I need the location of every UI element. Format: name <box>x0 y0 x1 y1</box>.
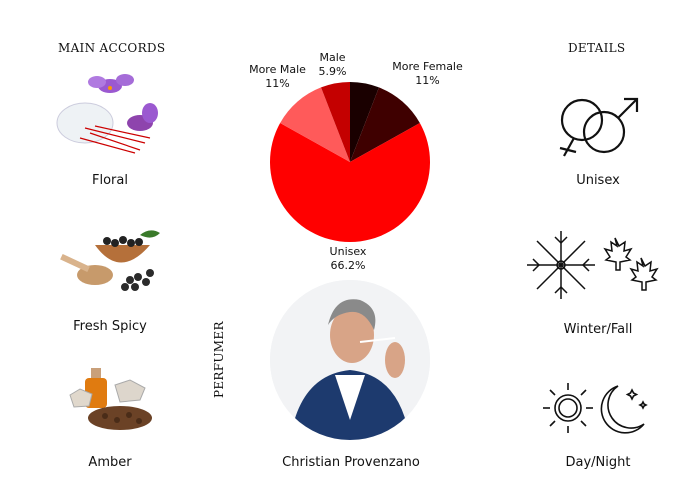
pie-label-unisex: Unisex 66.2% <box>329 245 367 272</box>
perfumer-photo <box>270 280 430 440</box>
accord-amber: Amber <box>88 455 132 470</box>
main-accords-heading: MAIN ACCORDS <box>58 41 166 55</box>
pie-label-more-female: More Female 11% <box>392 60 463 87</box>
saffron-flower-image <box>55 68 165 158</box>
pie-slice-more-female <box>350 87 420 162</box>
detail-winter-fall: Winter/Fall <box>563 322 633 337</box>
perfumer-heading: PERFUMER <box>212 321 226 398</box>
pie-slice-more-male <box>280 87 350 162</box>
pie-slice-unisex <box>270 123 430 242</box>
pie-slice-male <box>321 82 350 162</box>
pie-label-male: Male 5.9% <box>318 51 347 78</box>
detail-unisex: Unisex <box>576 173 620 188</box>
snowflake-maple-leaf-icon <box>523 228 668 306</box>
details-heading: DETAILS <box>568 41 626 55</box>
accord-floral: Floral <box>92 173 128 188</box>
amber-resin-image <box>65 360 155 435</box>
accord-fresh-spicy: Fresh Spicy <box>73 319 147 334</box>
perfumer-name[interactable]: Christian Provenzano <box>282 455 420 470</box>
peppercorn-image <box>55 225 165 305</box>
pie-slice-female <box>350 82 379 162</box>
sun-moon-icon <box>540 378 655 443</box>
detail-day-night: Day/Night <box>565 455 631 470</box>
pie-label-more-male: More Male 11% <box>249 63 306 90</box>
gender-symbols-icon <box>552 90 647 165</box>
gender-pie-chart <box>270 82 430 242</box>
